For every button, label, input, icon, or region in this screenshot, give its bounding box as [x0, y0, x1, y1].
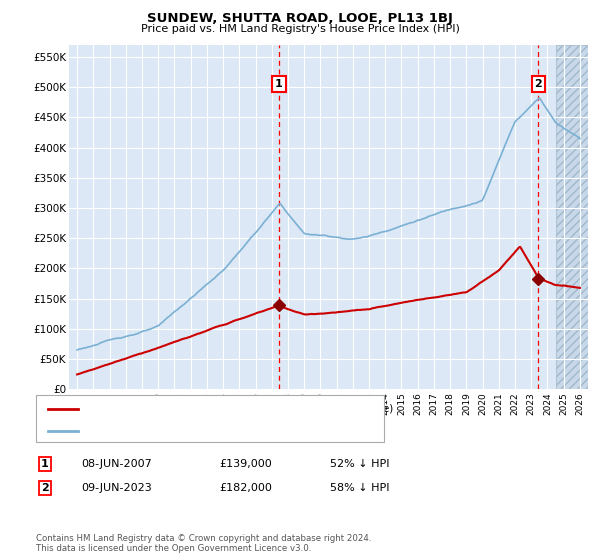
- Text: HPI: Average price, detached house, Cornwall: HPI: Average price, detached house, Corn…: [84, 426, 322, 436]
- Text: 2: 2: [535, 79, 542, 89]
- Text: SUNDEW, SHUTTA ROAD, LOOE, PL13 1BJ (detached house): SUNDEW, SHUTTA ROAD, LOOE, PL13 1BJ (det…: [84, 404, 393, 414]
- Text: 1: 1: [41, 459, 49, 469]
- Text: £139,000: £139,000: [219, 459, 272, 469]
- Bar: [556, 45, 588, 389]
- Text: 08-JUN-2007: 08-JUN-2007: [81, 459, 152, 469]
- Text: 52% ↓ HPI: 52% ↓ HPI: [330, 459, 389, 469]
- Text: £182,000: £182,000: [219, 483, 272, 493]
- Text: 09-JUN-2023: 09-JUN-2023: [81, 483, 152, 493]
- Text: SUNDEW, SHUTTA ROAD, LOOE, PL13 1BJ: SUNDEW, SHUTTA ROAD, LOOE, PL13 1BJ: [147, 12, 453, 25]
- Text: 2: 2: [41, 483, 49, 493]
- Text: Contains HM Land Registry data © Crown copyright and database right 2024.
This d: Contains HM Land Registry data © Crown c…: [36, 534, 371, 553]
- Text: 58% ↓ HPI: 58% ↓ HPI: [330, 483, 389, 493]
- Text: 1: 1: [275, 79, 283, 89]
- Text: Price paid vs. HM Land Registry's House Price Index (HPI): Price paid vs. HM Land Registry's House …: [140, 24, 460, 34]
- Bar: [556, 45, 588, 389]
